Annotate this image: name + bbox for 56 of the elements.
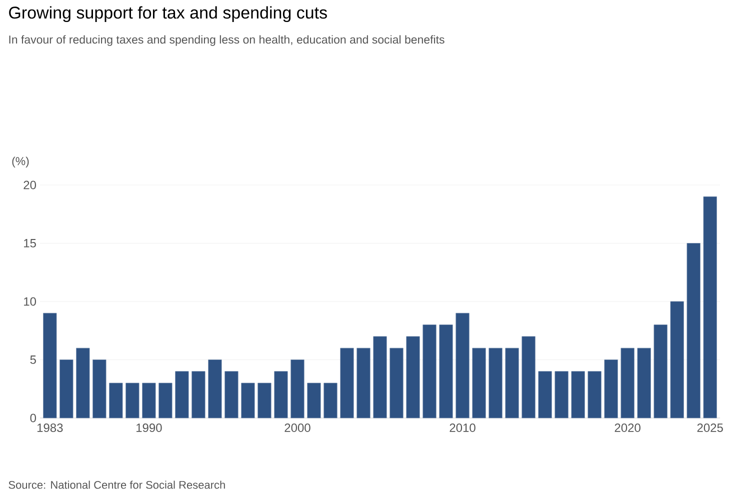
chart-subtitle: In favour of reducing taxes and spending less on health, education and social benefits: [9, 35, 444, 46]
bar: [192, 371, 206, 418]
bar: [92, 360, 106, 418]
bar: [571, 371, 585, 418]
x-tick-label: 2000: [284, 424, 310, 432]
x-tick-label: 2020: [614, 424, 640, 432]
bar: [324, 382, 338, 418]
bar: [654, 324, 668, 418]
bar: [340, 348, 354, 418]
bar: [703, 196, 717, 418]
bar: [158, 382, 172, 418]
y-axis-title: (%): [12, 156, 29, 168]
bar: [126, 382, 140, 418]
bar: [472, 348, 486, 418]
bar: [505, 348, 519, 418]
bar: [307, 382, 321, 418]
bar: [175, 371, 189, 418]
bar: [356, 348, 370, 418]
bar: [439, 324, 453, 418]
bar: [274, 371, 288, 418]
bar: [488, 348, 502, 418]
bar: [109, 382, 123, 418]
y-tick-label: 10: [24, 297, 36, 306]
bar: [241, 382, 255, 418]
y-tick-label: 20: [24, 180, 36, 190]
bar: [208, 360, 222, 418]
bar: [422, 324, 436, 418]
bar: [390, 348, 404, 418]
bar: [620, 348, 634, 418]
bar: [670, 301, 684, 418]
x-tick-label: 1983: [37, 424, 63, 432]
bar: [290, 360, 304, 418]
bar: [224, 371, 238, 418]
bar: [142, 382, 156, 418]
y-tick-label: 5: [30, 356, 36, 364]
x-tick-label: 2025: [697, 424, 723, 432]
x-tick-label: 1990: [136, 424, 162, 432]
y-tick-label: 15: [24, 239, 36, 248]
bar: [60, 360, 74, 418]
bar: [686, 243, 700, 418]
chart-title: Growing support for tax and spending cuts: [9, 6, 327, 22]
bar: [637, 348, 651, 418]
bar: [43, 312, 57, 418]
bar: [554, 371, 568, 418]
bar: [406, 336, 420, 418]
bar: [373, 336, 387, 418]
bar: [522, 336, 536, 418]
x-tick-label: 2010: [450, 424, 476, 432]
bar: [538, 371, 552, 418]
bar: [588, 371, 602, 418]
bar: [76, 348, 90, 418]
source-note: Source: National Centre for Social Research: [8, 480, 225, 489]
bar: [604, 360, 618, 418]
bar: [258, 382, 272, 418]
bar: [456, 312, 470, 418]
y-tick-label: 0: [30, 414, 36, 422]
